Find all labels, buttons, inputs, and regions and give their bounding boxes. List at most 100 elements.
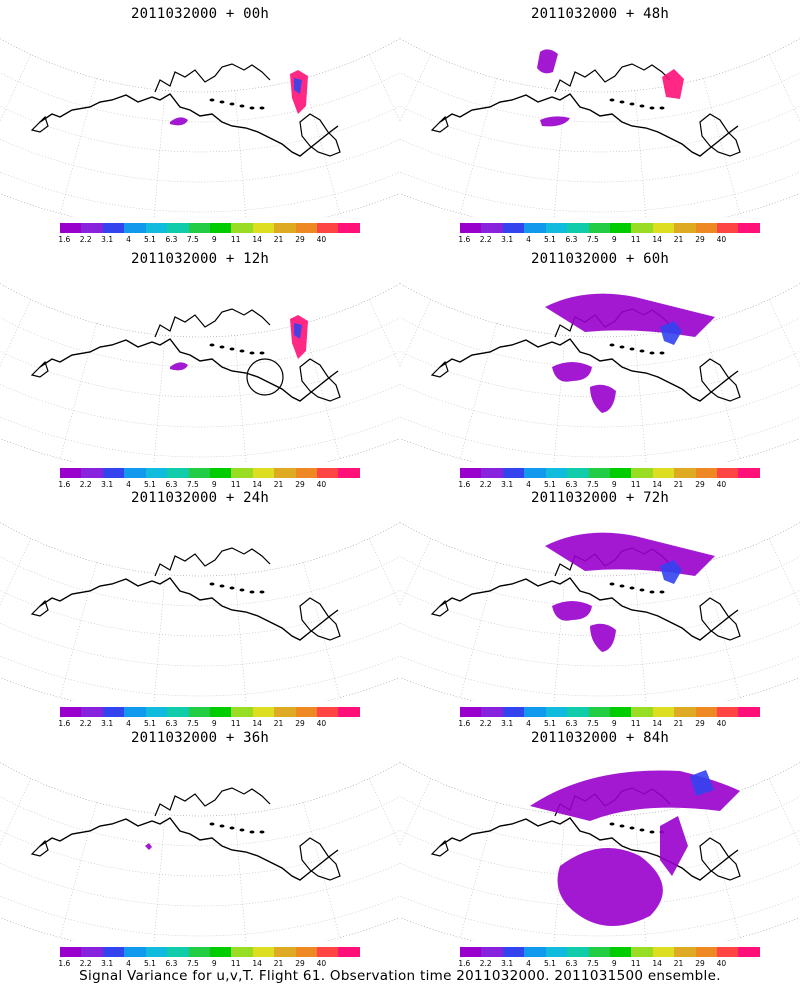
- island: [229, 586, 235, 590]
- colorbar-label: 5.1: [144, 235, 156, 244]
- colorbar-label: 4: [126, 480, 131, 489]
- variance-plume: [294, 323, 302, 339]
- colorbar-swatch: [502, 947, 525, 957]
- colorbar-label: 6.3: [565, 959, 578, 968]
- colorbar-swatch: [481, 707, 503, 717]
- colorbar-swatch: [145, 707, 168, 717]
- colorbar-label: 5.1: [144, 959, 156, 968]
- coastline: [439, 338, 739, 402]
- colorbar-swatch: [695, 223, 718, 233]
- island: [609, 98, 615, 102]
- colorbar-label: 14: [652, 235, 662, 244]
- colorbar: [460, 223, 760, 233]
- colorbar-label: 5.1: [544, 480, 556, 489]
- coastline: [699, 358, 741, 402]
- longitude-line: [703, 78, 741, 214]
- colorbar-swatch: [252, 468, 275, 478]
- colorbar-label: 29: [295, 719, 305, 728]
- colorbar-label: 3.1: [501, 719, 514, 728]
- colorbar-swatch: [188, 947, 210, 957]
- colorbar-labels: 1.6 2.2 3.1 4 5.1 6.3 7.5 9 11 14 21 29 40: [58, 235, 360, 245]
- colorbar-label: 7.5: [586, 719, 599, 728]
- colorbar-labels: 1.6 2.2 3.1 4 5.1 6.3 7.5 9 11 14 21 29 40: [458, 235, 760, 245]
- coastline: [30, 360, 49, 378]
- colorbar-label: 3.1: [501, 480, 514, 489]
- colorbar-swatch: [695, 947, 718, 957]
- colorbar-label: 40: [316, 480, 327, 489]
- variance-plume: [294, 78, 302, 94]
- coastline: [439, 817, 739, 881]
- colorbar-label: 14: [652, 719, 662, 728]
- polar-map: [0, 762, 400, 941]
- colorbar-label: 2.2: [479, 959, 492, 968]
- variance-plume: [660, 816, 688, 876]
- colorbar-label: 6.3: [565, 480, 578, 489]
- island: [249, 830, 255, 834]
- longitude-line: [703, 802, 741, 938]
- colorbar-label: 7.5: [186, 719, 199, 728]
- colorbar: [460, 707, 760, 717]
- longitude-line: [234, 574, 247, 701]
- colorbar-label: 29: [695, 959, 705, 968]
- colorbar-swatch: [674, 707, 696, 717]
- latitude-line: [400, 105, 800, 153]
- island: [619, 584, 625, 588]
- coastline: [699, 597, 741, 641]
- colorbar-swatch: [460, 707, 482, 717]
- colorbar-swatch: [609, 223, 632, 233]
- longitude-line: [59, 78, 97, 214]
- island: [659, 351, 665, 355]
- panel-title: 2011032000 + 72h: [530, 490, 670, 506]
- colorbar-label: 4: [526, 959, 531, 968]
- colorbar-swatch: [502, 468, 525, 478]
- colorbar-swatch: [738, 947, 760, 957]
- colorbar-swatch: [274, 468, 296, 478]
- colorbar-label: 6.3: [165, 719, 178, 728]
- colorbar-swatch: [295, 947, 318, 957]
- colorbar-label: 1.6: [58, 480, 71, 489]
- longitude-line: [153, 335, 166, 462]
- colorbar-swatch: [188, 468, 210, 478]
- figure-caption: Signal Variance for u,v,T. Flight 61. Ob…: [79, 968, 721, 984]
- colorbar-label: 1.6: [458, 959, 471, 968]
- colorbar-swatch: [274, 947, 296, 957]
- longitude-line: [459, 323, 497, 459]
- colorbar-swatch: [102, 223, 125, 233]
- colorbar-label: 5.1: [544, 959, 556, 968]
- colorbar-label: 7.5: [186, 959, 199, 968]
- colorbar-label: 7.5: [586, 235, 599, 244]
- colorbar-label: 11: [630, 719, 641, 728]
- coastline: [699, 837, 741, 881]
- coastline: [154, 308, 271, 338]
- colorbar-swatch: [167, 468, 189, 478]
- colorbar-swatch: [481, 947, 503, 957]
- variance-plume: [557, 848, 663, 926]
- colorbar-label: 5.1: [544, 235, 556, 244]
- latitude-line: [0, 895, 400, 937]
- variance-plume: [170, 362, 188, 371]
- island: [639, 104, 645, 108]
- colorbar-label: 40: [716, 719, 727, 728]
- colorbar-label: 3.1: [501, 959, 514, 968]
- longitude-line: [400, 54, 432, 122]
- colorbar: [460, 947, 760, 957]
- longitude-line: [400, 538, 432, 606]
- colorbar-label: 2.2: [479, 719, 492, 728]
- colorbar-label: 14: [252, 719, 262, 728]
- latitude-line: [0, 416, 400, 458]
- longitude-line: [553, 574, 566, 701]
- longitude-line: [368, 778, 400, 846]
- colorbar-swatch: [631, 947, 653, 957]
- island: [219, 824, 225, 828]
- colorbar-label: 2.2: [479, 235, 492, 244]
- colorbar-label: 1.6: [58, 959, 71, 968]
- coastline: [430, 599, 449, 617]
- variance-plume: [540, 116, 570, 127]
- colorbar-swatch: [124, 947, 146, 957]
- coastline: [554, 63, 671, 93]
- colorbar-swatch: [652, 707, 675, 717]
- colorbar-swatch: [209, 947, 232, 957]
- panel-title: 2011032000 + 12h: [130, 251, 270, 267]
- colorbar-swatch: [124, 707, 146, 717]
- island: [249, 106, 255, 110]
